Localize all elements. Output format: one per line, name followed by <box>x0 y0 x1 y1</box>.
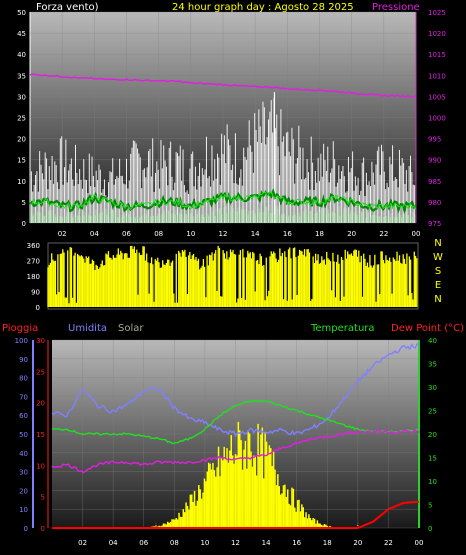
wind-tick-label: 20 <box>17 136 26 144</box>
temp-tick-label: 40 <box>428 337 437 345</box>
legend-solar: Solar <box>118 323 144 334</box>
pressure-tick-label: 1025 <box>428 9 446 17</box>
legend-pioggia: Pioggia <box>2 323 38 334</box>
time-tick-label: 08 <box>154 230 163 238</box>
temp-tick-label: 10 <box>428 478 437 486</box>
time-tick-label: 06 <box>122 230 131 238</box>
compass-label: S <box>435 266 441 277</box>
time-tick-label: 00 <box>415 539 424 547</box>
wind-tick-label: 15 <box>17 157 26 165</box>
rain-tick-label: 5 <box>41 494 45 502</box>
pressure-tick-label: 985 <box>428 178 441 186</box>
pressure-line <box>29 73 417 98</box>
time-tick-label: 02 <box>78 539 87 547</box>
temp-tick-label: 20 <box>428 431 437 439</box>
humidity-tick-label: 90 <box>19 356 28 364</box>
wind-axis-label: Forza vento) <box>36 2 99 13</box>
time-tick-label: 10 <box>186 230 195 238</box>
rain-tick-label: 30 <box>36 337 45 345</box>
pressure-tick-label: 1005 <box>428 93 446 101</box>
wind-tick-label: 25 <box>17 115 26 123</box>
time-tick-label: 14 <box>262 539 271 547</box>
temp-tick-label: 35 <box>428 361 437 369</box>
wind-tick-label: 50 <box>17 9 26 17</box>
humidity-tick-label: 30 <box>19 469 28 477</box>
direction-tick-label: 0 <box>36 304 40 312</box>
humidity-tick-label: 50 <box>19 431 28 439</box>
pressure-tick-label: 1020 <box>428 30 446 38</box>
humidity-tick-label: 60 <box>19 412 28 420</box>
time-tick-label: 20 <box>347 230 356 238</box>
time-tick-label: 22 <box>379 230 388 238</box>
legend-umidita: Umidita <box>68 323 107 334</box>
legend-dew-point: Dew Point (°C) <box>391 323 464 334</box>
humidity-tick-label: 70 <box>19 393 28 401</box>
wind-speed-line-hi <box>29 191 417 211</box>
wind-tick-label: 40 <box>17 51 26 59</box>
time-tick-label: 14 <box>251 230 260 238</box>
wind-speed-line <box>29 187 417 215</box>
wind-tick-label: 10 <box>17 178 26 186</box>
pressure-tick-label: 990 <box>428 157 441 165</box>
pressure-axis-label: Pressione <box>372 2 420 13</box>
pressure-tick-label: 1015 <box>428 51 446 59</box>
temp-tick-label: 15 <box>428 455 437 463</box>
temp-tick-label: 25 <box>428 408 437 416</box>
rain-line <box>52 500 420 529</box>
rain-tick-label: 0 <box>41 525 45 533</box>
wind-tick-label: 5 <box>22 199 26 207</box>
rain-tick-label: 25 <box>36 368 45 376</box>
temp-tick-label: 30 <box>428 384 437 392</box>
humidity-tick-label: 80 <box>19 375 28 383</box>
time-tick-label: 16 <box>283 230 292 238</box>
time-tick-label: 10 <box>200 539 209 547</box>
humidity-tick-label: 40 <box>19 450 28 458</box>
direction-tick-label: 90 <box>31 289 40 297</box>
time-tick-label: 06 <box>139 539 148 547</box>
direction-tick-label: 270 <box>27 258 40 266</box>
time-tick-label: 00 <box>412 230 421 238</box>
pressure-tick-label: 980 <box>428 199 441 207</box>
compass-label: N <box>434 294 441 305</box>
pressure-tick-label: 975 <box>428 220 441 228</box>
humidity-line <box>51 342 420 438</box>
temperature-line <box>51 399 420 445</box>
time-tick-label: 20 <box>353 539 362 547</box>
humidity-tick-label: 100 <box>15 337 28 345</box>
rain-tick-label: 15 <box>36 431 45 439</box>
rain-tick-label: 10 <box>36 462 45 470</box>
time-tick-label: 12 <box>219 230 228 238</box>
wind-tick-label: 45 <box>17 30 26 38</box>
wind-tick-label: 0 <box>22 220 26 228</box>
chart-title: 24 hour graph day : Agosto 28 2025 <box>172 2 354 13</box>
compass-label: E <box>435 280 441 291</box>
time-tick-label: 04 <box>90 230 99 238</box>
humidity-tick-label: 0 <box>24 525 28 533</box>
time-tick-label: 18 <box>315 230 324 238</box>
pressure-tick-label: 995 <box>428 136 441 144</box>
time-tick-label: 04 <box>109 539 118 547</box>
humidity-tick-label: 20 <box>19 487 28 495</box>
compass-label: N <box>434 238 441 249</box>
time-tick-label: 18 <box>323 539 332 547</box>
time-tick-label: 16 <box>292 539 301 547</box>
temp-tick-label: 0 <box>428 525 432 533</box>
direction-tick-label: 180 <box>27 273 40 281</box>
wind-tick-label: 30 <box>17 93 26 101</box>
time-tick-label: 02 <box>58 230 67 238</box>
compass-label: W <box>433 252 443 263</box>
wind-tick-label: 35 <box>17 72 26 80</box>
dew-point-line <box>51 429 420 474</box>
rain-tick-label: 20 <box>36 400 45 408</box>
direction-tick-label: 360 <box>27 242 40 250</box>
legend-temperatura: Temperatura <box>310 323 375 334</box>
time-tick-label: 22 <box>384 539 393 547</box>
temp-tick-label: 5 <box>428 502 432 510</box>
humidity-tick-label: 10 <box>19 506 28 514</box>
pressure-tick-label: 1010 <box>428 72 446 80</box>
pressure-tick-label: 1000 <box>428 115 446 123</box>
time-tick-label: 08 <box>170 539 179 547</box>
time-tick-label: 12 <box>231 539 240 547</box>
